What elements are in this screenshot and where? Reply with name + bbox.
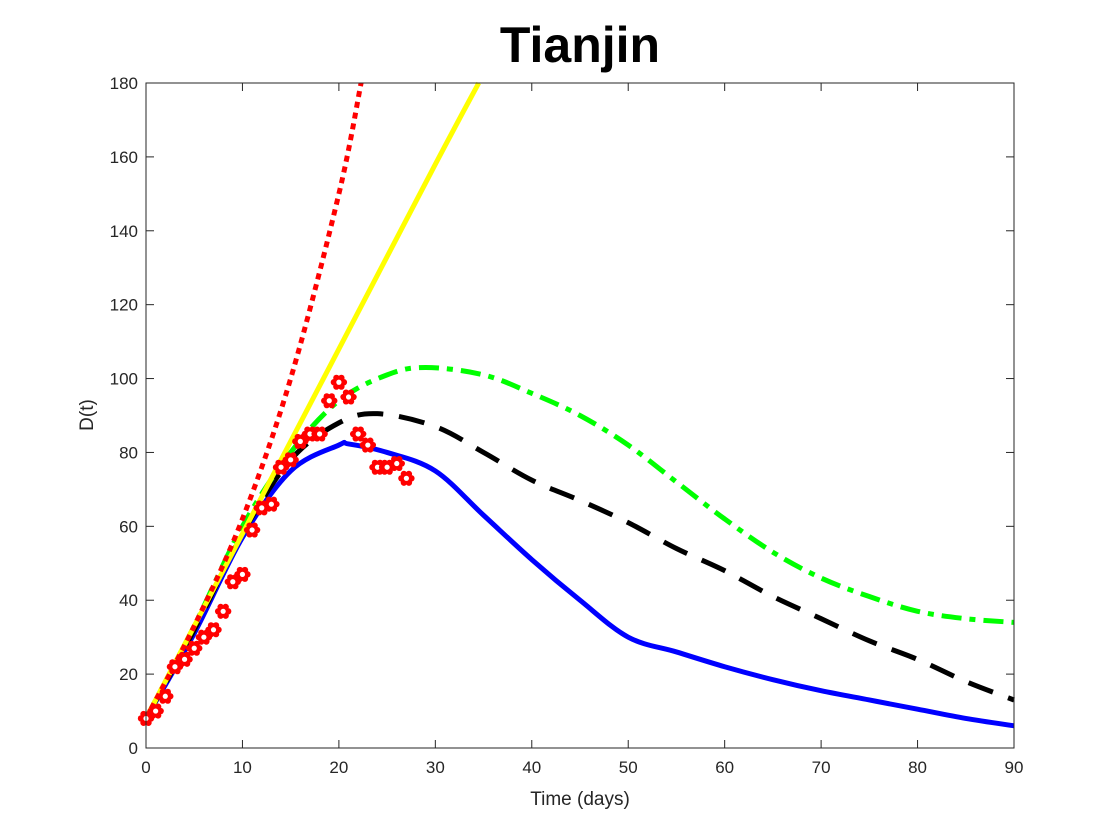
series-black-dashed xyxy=(143,411,1015,720)
series-blue-solid xyxy=(143,439,1015,729)
data-point xyxy=(330,374,348,390)
y-tick-label: 40 xyxy=(119,591,138,610)
data-point xyxy=(263,496,280,512)
data-point xyxy=(369,459,386,475)
data-point xyxy=(234,566,251,582)
data-point xyxy=(359,437,377,453)
x-axis: 0 10 20 30 40 50 60 70 80 90 xyxy=(141,83,1023,777)
y-tick-label: 140 xyxy=(110,222,138,241)
data-point xyxy=(205,622,222,638)
data-point xyxy=(243,522,261,538)
data-point xyxy=(340,389,357,405)
data-point xyxy=(166,659,184,675)
data-point xyxy=(176,651,193,667)
data-point xyxy=(282,452,299,468)
x-tick-label: 30 xyxy=(426,758,445,777)
x-tick-label: 80 xyxy=(908,758,927,777)
y-tick-label: 60 xyxy=(119,517,138,536)
data-point xyxy=(147,703,164,719)
data-point xyxy=(157,688,174,704)
axes-box xyxy=(145,82,1015,749)
data-point xyxy=(272,459,290,475)
x-tick-label: 10 xyxy=(233,758,252,777)
x-tick-label: 90 xyxy=(1005,758,1024,777)
series-red-dotted xyxy=(143,82,364,720)
y-tick-label: 80 xyxy=(119,443,138,462)
data-point xyxy=(195,629,213,645)
x-tick-label: 0 xyxy=(141,758,150,777)
data-point xyxy=(349,426,367,442)
y-axis: 0 20 40 60 80 100 120 140 160 180 xyxy=(110,74,1014,758)
y-tick-label: 120 xyxy=(110,296,138,315)
x-axis-label: Time (days) xyxy=(530,789,630,810)
x-tick-label: 70 xyxy=(812,758,831,777)
curves xyxy=(143,81,1015,729)
data-point xyxy=(214,603,232,619)
x-tick-label: 50 xyxy=(619,758,638,777)
y-tick-label: 20 xyxy=(119,665,138,684)
data-point xyxy=(321,393,338,409)
data-point xyxy=(398,470,415,486)
data-point xyxy=(311,426,328,442)
data-point xyxy=(292,433,309,449)
y-tick-label: 160 xyxy=(110,148,138,167)
chart-title: Tianjin xyxy=(500,17,660,73)
data-point xyxy=(224,574,241,590)
x-tick-label: 20 xyxy=(329,758,348,777)
y-tick-label: 0 xyxy=(129,739,138,758)
y-axis-label: D(t) xyxy=(77,399,98,431)
y-tick-label: 100 xyxy=(110,370,138,389)
x-tick-label: 60 xyxy=(715,758,734,777)
y-tick-label: 180 xyxy=(110,74,138,93)
x-tick-label: 40 xyxy=(522,758,541,777)
data-point xyxy=(388,455,405,472)
observed-data-markers xyxy=(137,374,415,726)
